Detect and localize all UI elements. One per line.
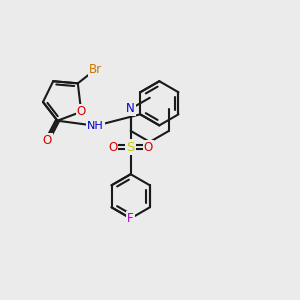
- Text: Br: Br: [89, 63, 102, 76]
- Text: N: N: [126, 102, 135, 115]
- Text: S: S: [127, 140, 135, 154]
- Text: NH: NH: [87, 121, 104, 131]
- Text: O: O: [144, 140, 153, 154]
- Text: O: O: [76, 105, 86, 118]
- Text: O: O: [108, 140, 118, 154]
- Text: F: F: [127, 212, 134, 225]
- Text: O: O: [43, 134, 52, 147]
